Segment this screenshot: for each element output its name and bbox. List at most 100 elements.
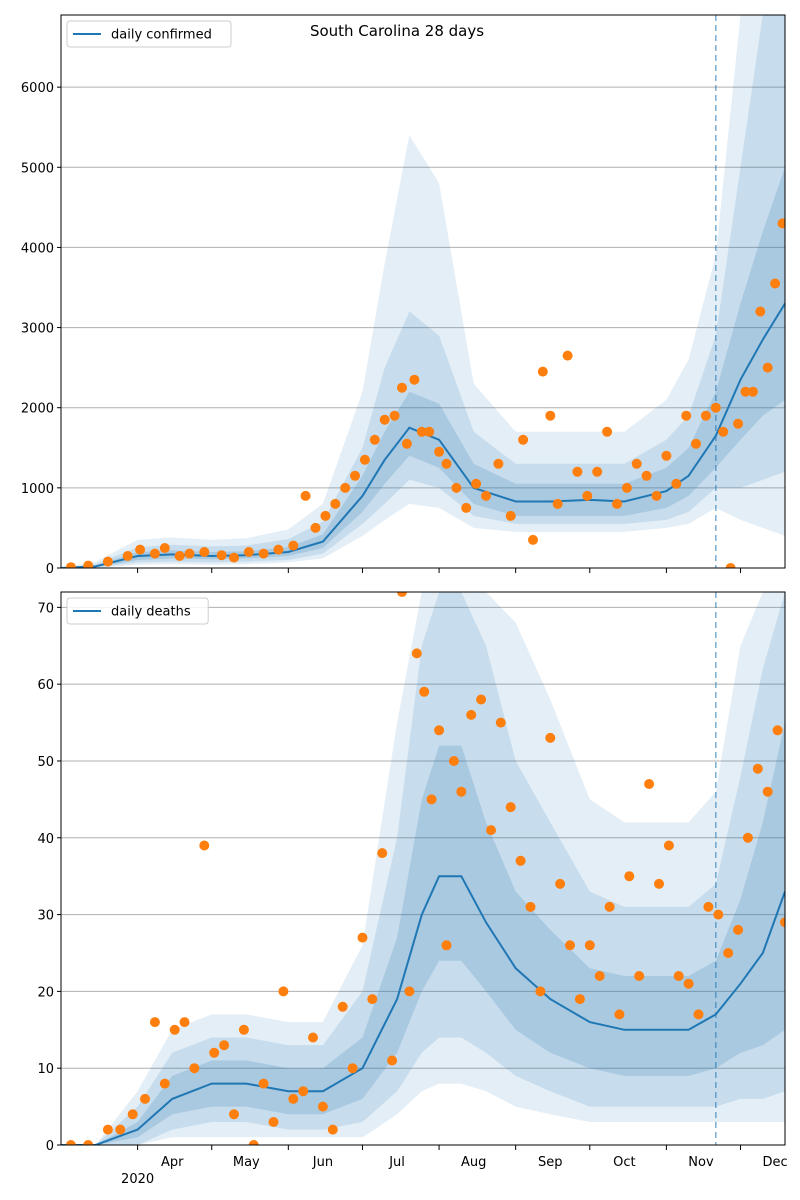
observed-point bbox=[169, 1024, 180, 1035]
observed-point bbox=[641, 470, 652, 481]
observed-point bbox=[310, 522, 321, 533]
observed-point bbox=[545, 732, 556, 743]
axes-frame bbox=[60, 591, 786, 1146]
x-year-label: 2020 bbox=[121, 1172, 154, 1187]
observed-point bbox=[486, 825, 496, 836]
observed-point bbox=[614, 1009, 625, 1020]
observed-point bbox=[592, 466, 603, 477]
observed-point bbox=[713, 909, 724, 920]
observed-point bbox=[582, 490, 593, 501]
observed-point bbox=[258, 548, 269, 559]
observed-point bbox=[594, 971, 605, 981]
band-50 bbox=[61, 722, 785, 1145]
observed-point bbox=[631, 458, 642, 469]
observed-point bbox=[747, 386, 758, 397]
band-95 bbox=[61, 592, 785, 1145]
observed-point bbox=[574, 994, 585, 1005]
deaths-panel: 0 10 20 30 40 50 60 70 Apr May Jun Jul Aug Sep Oct Nov D… bbox=[37, 591, 788, 1187]
observed-point bbox=[379, 414, 390, 425]
observed-point bbox=[683, 978, 694, 989]
observed-point bbox=[691, 438, 701, 449]
legend-box bbox=[66, 20, 232, 48]
legend-label: daily confirmed bbox=[111, 28, 212, 43]
observed-point bbox=[288, 1093, 299, 1104]
observed-point bbox=[772, 725, 783, 736]
observed-point bbox=[397, 382, 407, 393]
y-tick-label: 0 bbox=[46, 1139, 54, 1154]
observed-point bbox=[268, 1117, 279, 1127]
observed-point bbox=[434, 446, 445, 457]
observed-point bbox=[555, 878, 566, 889]
observed-point bbox=[456, 786, 467, 797]
observed-point bbox=[229, 552, 239, 563]
observed-point bbox=[219, 1040, 230, 1051]
x-tick-label: Aug bbox=[461, 1155, 486, 1170]
observed-point bbox=[387, 1055, 398, 1066]
observed-point bbox=[780, 917, 785, 928]
observed-point bbox=[434, 725, 445, 736]
observed-point bbox=[693, 1009, 704, 1020]
observed-point bbox=[700, 410, 711, 421]
observed-point bbox=[350, 470, 360, 481]
observed-point bbox=[357, 932, 368, 943]
observed-point bbox=[612, 498, 622, 509]
y-tick-label: 40 bbox=[37, 832, 54, 847]
observed-point bbox=[723, 948, 734, 958]
observed-point bbox=[65, 1140, 76, 1145]
y-tick-label: 6000 bbox=[21, 81, 54, 96]
observed-point bbox=[572, 466, 583, 477]
observed-point bbox=[710, 402, 721, 413]
observed-point bbox=[505, 802, 516, 813]
y-tick-label: 1000 bbox=[21, 482, 54, 497]
band-95 bbox=[61, 15, 785, 568]
observed-point bbox=[451, 482, 462, 493]
observed-point bbox=[535, 986, 546, 997]
observed-point bbox=[624, 871, 635, 882]
observed-point bbox=[216, 550, 227, 561]
observed-point bbox=[179, 1017, 190, 1028]
observed-point bbox=[389, 410, 400, 421]
observed-point bbox=[189, 1063, 200, 1074]
observed-point bbox=[448, 756, 459, 766]
observed-point bbox=[401, 438, 412, 449]
median-line bbox=[61, 302, 785, 568]
y-tick-label: 60 bbox=[37, 678, 54, 693]
observed-point bbox=[671, 478, 682, 489]
observed-point bbox=[320, 510, 331, 521]
observed-point bbox=[703, 901, 714, 912]
observed-point bbox=[770, 278, 781, 289]
observed-point bbox=[140, 1093, 150, 1104]
observed-point bbox=[562, 350, 573, 361]
observed-point bbox=[135, 544, 146, 555]
observed-point bbox=[634, 971, 645, 981]
observed-point bbox=[397, 592, 407, 597]
legend-label: daily deaths bbox=[111, 605, 191, 620]
observed-point bbox=[115, 1124, 126, 1135]
observed-point bbox=[565, 940, 575, 951]
observed-point bbox=[471, 478, 482, 489]
observed-point bbox=[755, 306, 766, 317]
observed-point bbox=[159, 1078, 170, 1089]
observed-point bbox=[83, 560, 94, 568]
observed-point bbox=[278, 986, 289, 997]
observed-point bbox=[369, 434, 380, 445]
observed-point bbox=[199, 547, 210, 557]
figure-title: South Carolina 28 days bbox=[310, 22, 484, 40]
observed-point bbox=[505, 510, 516, 521]
observed-point bbox=[673, 971, 684, 981]
observed-point bbox=[317, 1101, 328, 1112]
observed-point bbox=[149, 548, 160, 559]
y-tick-label: 50 bbox=[37, 755, 54, 770]
observed-point bbox=[663, 840, 674, 851]
x-tick-label: Jul bbox=[388, 1155, 405, 1170]
observed-point bbox=[416, 426, 427, 437]
observed-point bbox=[367, 994, 378, 1005]
observed-point bbox=[762, 362, 773, 373]
legend-box bbox=[66, 597, 209, 625]
y-tick-label: 20 bbox=[37, 985, 54, 1000]
observed-point bbox=[337, 1001, 348, 1012]
legend: daily deaths bbox=[66, 597, 209, 625]
observed-point bbox=[481, 490, 491, 501]
band-80 bbox=[61, 15, 785, 568]
